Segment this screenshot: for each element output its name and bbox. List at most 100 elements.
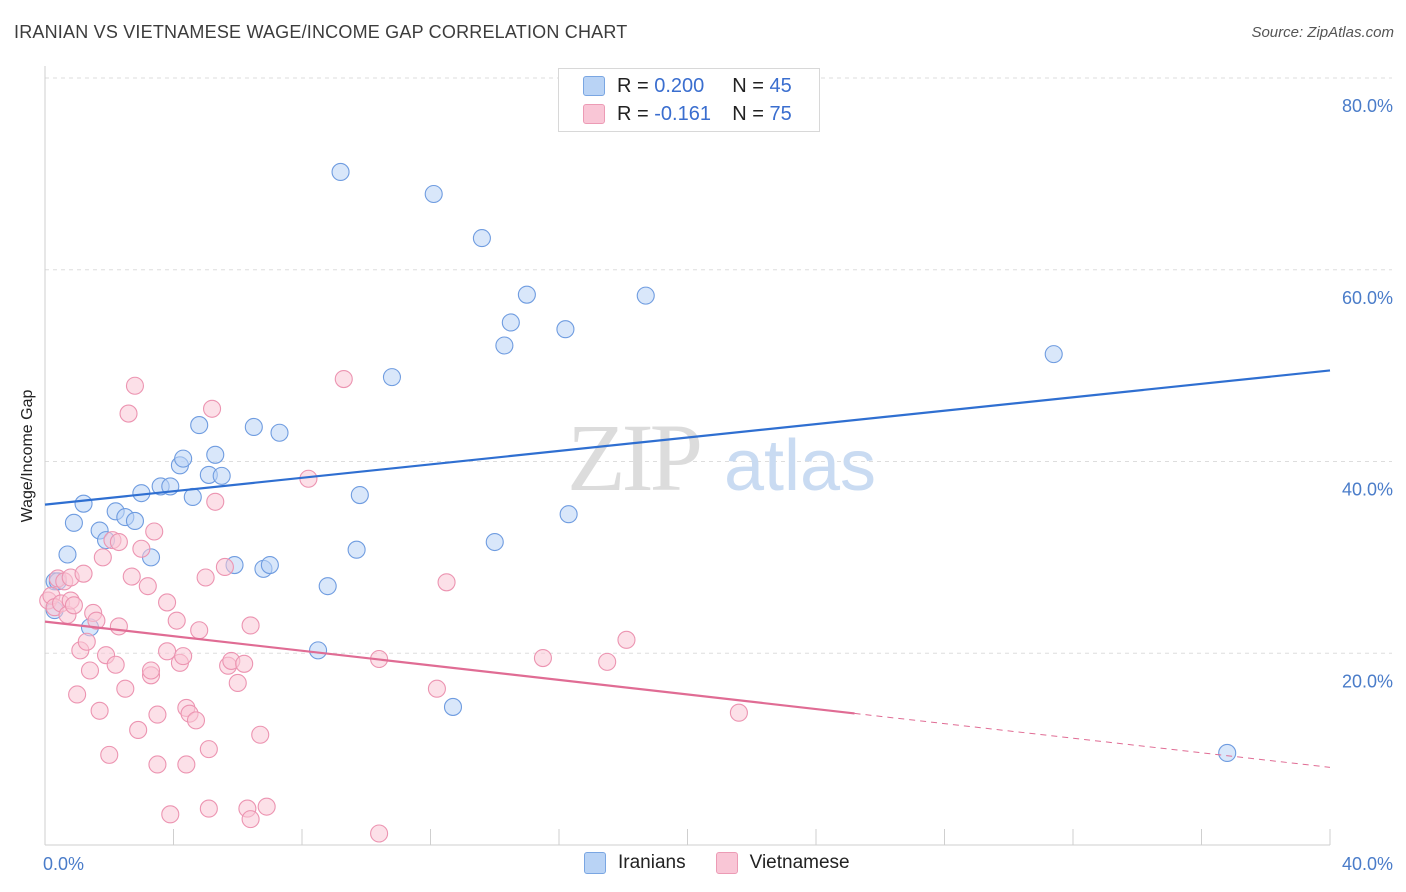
watermark-zip: ZIP	[567, 404, 700, 511]
legend-label-vietnamese: Vietnamese	[749, 852, 850, 873]
stats-row-iranians: R = 0.200 N = 45	[583, 72, 792, 100]
vietnamese-point	[241, 616, 260, 635]
stats-legend-box: R = 0.200 N = 45 R = -0.161 N = 75	[558, 68, 820, 132]
x-tick-label: 0.0%	[43, 854, 84, 874]
trend-line-vietnamese	[44, 620, 855, 715]
iranians-point	[331, 162, 350, 182]
iranians-point	[443, 697, 463, 716]
vietnamese-swatch	[583, 104, 605, 124]
vietnamese-point	[125, 376, 144, 395]
y-tick-label: 20.0%	[1342, 671, 1393, 691]
iranians-point	[318, 577, 337, 596]
axes	[44, 66, 1331, 846]
chart-title: IRANIAN VS VIETNAMESE WAGE/INCOME GAP CO…	[14, 22, 628, 42]
legend-label-iranians: Iranians	[618, 852, 686, 873]
iranians-point	[517, 285, 536, 304]
vietnamese-point	[251, 725, 270, 744]
vietnamese-point	[158, 593, 177, 612]
vietnamese-point	[109, 532, 128, 552]
n-label: N =	[732, 102, 764, 125]
legend-item-iranians[interactable]: Iranians	[584, 852, 686, 874]
vietnamese-point	[241, 810, 260, 829]
vietnamese-point	[80, 661, 100, 680]
iranians-point	[559, 505, 578, 524]
vietnamese-point	[90, 701, 109, 720]
iranians-point	[206, 445, 225, 464]
iranians-point	[636, 286, 655, 305]
y-tick-label: 80.0%	[1342, 96, 1393, 116]
r-value: -0.161	[654, 102, 711, 125]
iranians-point	[472, 229, 491, 248]
vietnamese-point	[87, 611, 106, 630]
stats-row-vietnamese: R = -0.161 N = 75	[583, 100, 792, 128]
vietnamese-point	[215, 557, 234, 577]
vietnamese-point	[109, 617, 128, 636]
iranians-point	[212, 466, 231, 485]
vietnamese-point	[68, 685, 87, 704]
iranians-point	[58, 545, 77, 564]
vietnamese-point	[93, 548, 112, 567]
iranians-point	[190, 416, 209, 435]
vietnamese-point	[77, 632, 96, 651]
vietnamese-point	[148, 705, 167, 724]
trend-line-extension-vietnamese	[854, 712, 1331, 768]
data-points	[39, 162, 1237, 843]
iranians-point	[424, 184, 443, 204]
iranians-point	[260, 555, 279, 575]
y-tick-label: 40.0%	[1342, 480, 1393, 500]
vietnamese-point	[161, 805, 180, 824]
x-tick-label: 40.0%	[1342, 854, 1393, 874]
watermark: ZIP atlas	[567, 404, 876, 511]
vietnamese-point	[228, 673, 247, 693]
legend-swatch-iranians	[584, 852, 606, 874]
vietnamese-point	[122, 567, 141, 586]
vietnamese-point	[119, 404, 138, 423]
vietnamese-point	[106, 655, 125, 674]
vietnamese-point	[138, 577, 157, 596]
n-value: 75	[769, 102, 792, 125]
r-value: 0.200	[654, 74, 705, 97]
legend-swatch-vietnamese	[715, 852, 738, 874]
iranians-point	[125, 511, 144, 530]
vietnamese-point	[129, 720, 148, 740]
vietnamese-point	[598, 652, 617, 671]
iranians-point	[347, 540, 366, 559]
y-tick-label: 60.0%	[1342, 288, 1393, 308]
vietnamese-point	[199, 740, 218, 759]
vietnamese-point	[427, 679, 446, 698]
vietnamese-point	[370, 824, 389, 843]
watermark-atlas: atlas	[724, 426, 876, 506]
iranians-point	[1218, 743, 1237, 763]
iranians-point	[501, 313, 520, 332]
gridlines	[45, 77, 1392, 654]
iranians-point	[270, 423, 289, 442]
iranians-point	[382, 368, 402, 387]
vietnamese-point	[206, 492, 225, 511]
vietnamese-point	[177, 755, 196, 774]
iranians-point	[1044, 345, 1063, 364]
vietnamese-point	[203, 399, 222, 418]
n-label: N =	[732, 74, 764, 97]
iranians-swatch	[583, 76, 605, 96]
r-label: R =	[617, 74, 649, 97]
vietnamese-point	[437, 573, 456, 592]
vietnamese-point	[186, 711, 206, 730]
iranians-point	[244, 417, 263, 437]
vietnamese-point	[235, 654, 254, 673]
vietnamese-point	[132, 539, 151, 558]
vietnamese-point	[196, 568, 215, 587]
vietnamese-point	[533, 648, 552, 668]
series-legend: Iranians Vietnamese	[584, 852, 880, 874]
legend-item-vietnamese[interactable]: Vietnamese	[715, 852, 850, 874]
iranians-point	[309, 641, 328, 660]
vietnamese-point	[141, 661, 161, 680]
vietnamese-point	[116, 679, 135, 698]
iranians-point	[183, 487, 202, 507]
r-label: R =	[617, 102, 649, 125]
n-value: 45	[769, 74, 792, 97]
iranians-point	[74, 494, 93, 513]
iranians-point	[350, 486, 369, 505]
chart-source: Source: ZipAtlas.com	[1251, 24, 1394, 41]
vietnamese-point	[174, 647, 193, 666]
